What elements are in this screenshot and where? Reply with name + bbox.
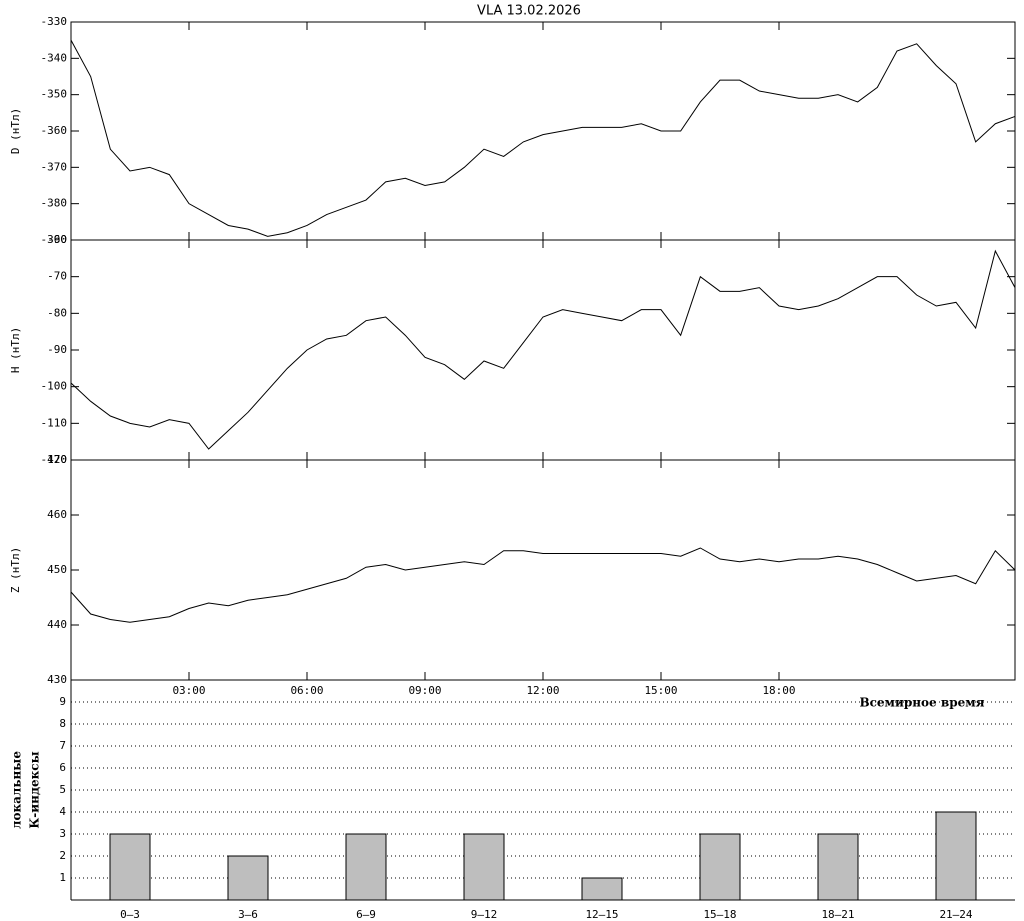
y-tick-label: 5 (59, 783, 66, 796)
y-tick-label: 470 (47, 453, 67, 466)
y-tick-label: -350 (41, 88, 68, 101)
x-tick-label: 06:00 (290, 684, 323, 697)
y-tick-label: 9 (59, 695, 66, 708)
chart-title: VLA 13.02.2026 (477, 4, 581, 19)
y-tick-label: 3 (59, 827, 66, 840)
y-tick-label: 1 (59, 871, 66, 884)
y-tick-label: -80 (47, 306, 67, 319)
x-tick-label: 12–15 (585, 908, 618, 921)
bar (463, 833, 505, 901)
y-axis-label: H (нТл) (9, 327, 22, 373)
y-tick-label: 8 (59, 717, 66, 730)
x-tick-label: 15–18 (703, 908, 736, 921)
bar (817, 833, 859, 901)
x-tick-label: 0–3 (120, 908, 140, 921)
bar (699, 833, 741, 901)
y-tick-label: -390 (41, 233, 68, 246)
x-tick-label: 18–21 (821, 908, 854, 921)
x-tick-label: 09:00 (408, 684, 441, 697)
y-tick-label: 430 (47, 673, 67, 686)
y-tick-label: -370 (41, 160, 68, 173)
y-tick-label: 2 (59, 849, 66, 862)
bar (345, 833, 387, 901)
x-tick-label: 3–6 (238, 908, 258, 921)
plot-frame (70, 21, 1016, 241)
data-line (70, 547, 1016, 623)
plot-frame (70, 459, 1016, 681)
y-tick-label: 460 (47, 508, 67, 521)
y-tick-label: 450 (47, 563, 67, 576)
bar (227, 855, 269, 901)
y-tick-label: -90 (47, 343, 67, 356)
plot-frame (70, 239, 1016, 461)
bar (935, 811, 977, 901)
y-tick-label: -100 (41, 380, 68, 393)
y-tick-label: 4 (59, 805, 66, 818)
x-tick-label: 18:00 (762, 684, 795, 697)
y-tick-label: 7 (59, 739, 66, 752)
y-tick-label: -340 (41, 51, 68, 64)
y-axis-label: D (нТл) (9, 108, 22, 154)
y-tick-label: -360 (41, 124, 68, 137)
x-tick-label: 12:00 (526, 684, 559, 697)
y-tick-label: 440 (47, 618, 67, 631)
x-tick-label: 15:00 (644, 684, 677, 697)
x-axis-label: Всемирное время (859, 696, 984, 710)
bar (581, 877, 623, 901)
bar (109, 833, 151, 901)
y-axis-label: Z (нТл) (9, 547, 22, 593)
y-tick-label: -380 (41, 197, 68, 210)
y-tick-label: -120 (41, 453, 68, 466)
y-tick-label: -60 (47, 233, 67, 246)
x-tick-label: 9–12 (471, 908, 498, 921)
y-axis-label: К-индексы (28, 751, 42, 828)
x-tick-label: 03:00 (172, 684, 205, 697)
data-line (70, 249, 1016, 450)
x-tick-label: 21–24 (939, 908, 972, 921)
y-tick-label: -110 (41, 416, 68, 429)
y-tick-label: -70 (47, 270, 67, 283)
data-line (70, 39, 1016, 237)
y-axis-label: локальные (10, 751, 24, 829)
y-tick-label: 6 (59, 761, 66, 774)
x-tick-label: 6–9 (356, 908, 376, 921)
y-tick-label: -330 (41, 15, 68, 28)
